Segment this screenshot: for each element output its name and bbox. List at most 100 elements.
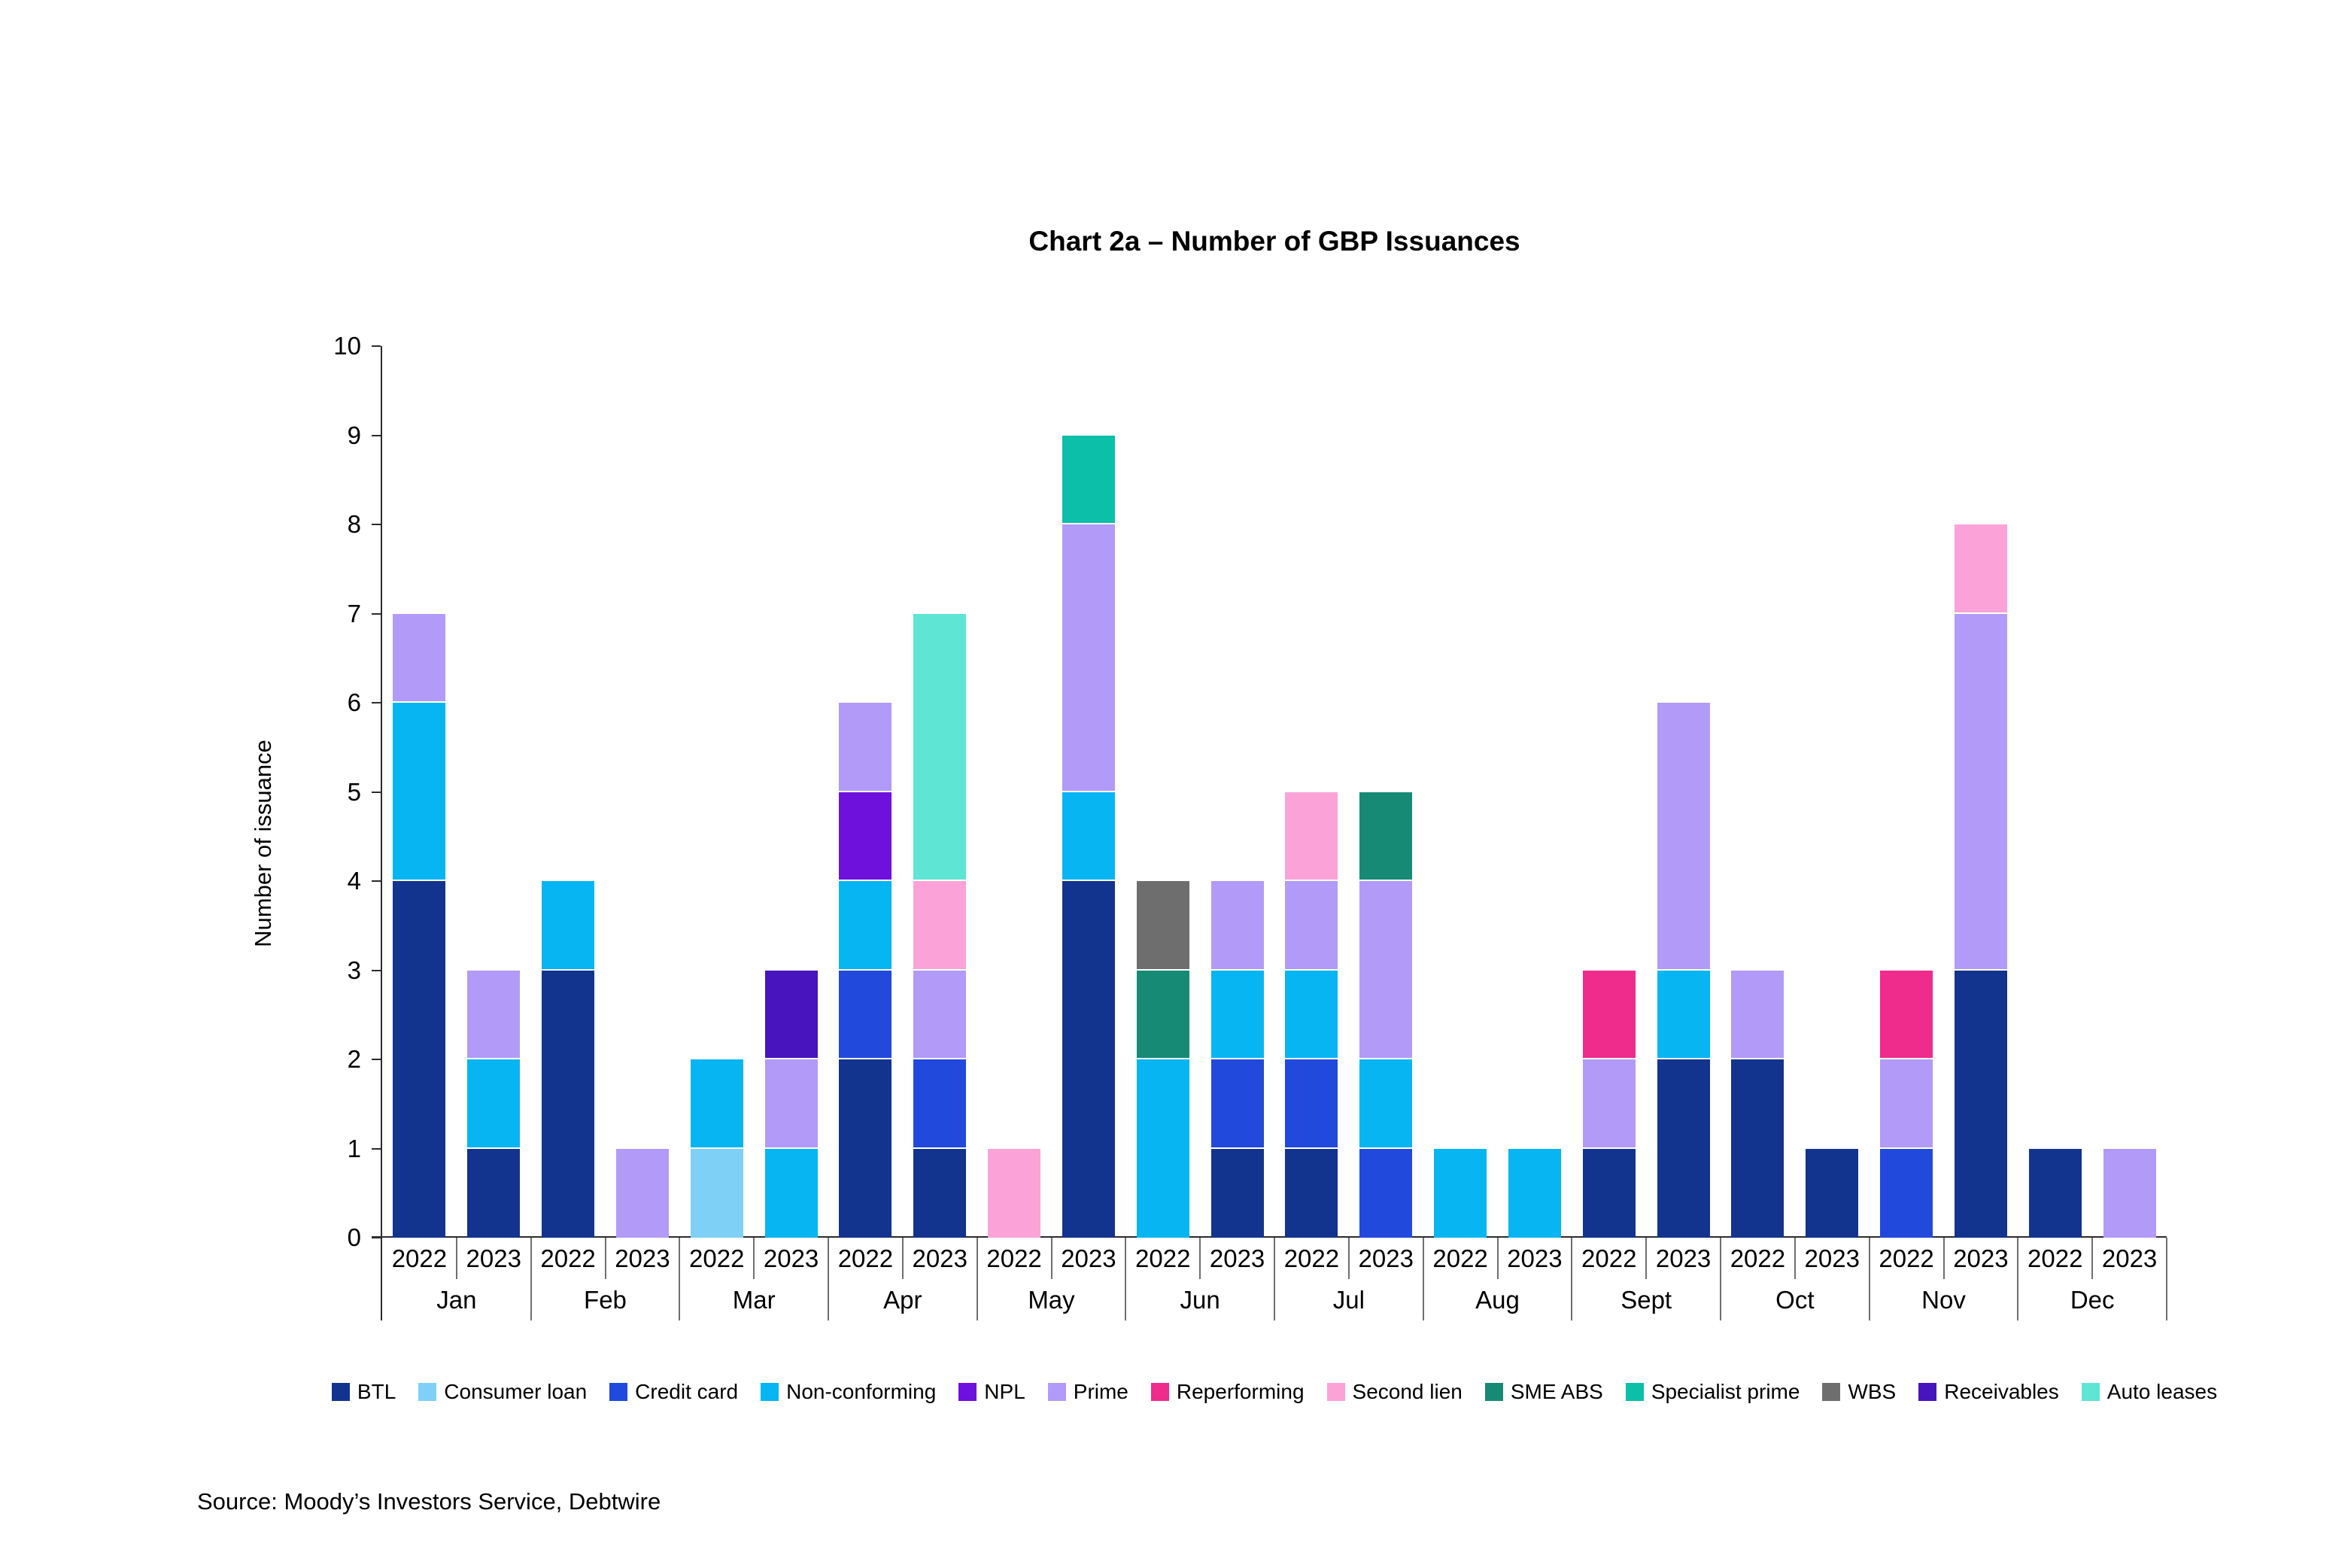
month-label: Sept xyxy=(1620,1286,1672,1314)
month-label: Jun xyxy=(1180,1286,1220,1314)
y-tick-label: 4 xyxy=(347,867,361,895)
year-label: 2022 xyxy=(1283,1244,1340,1272)
bar-segment-non-conforming xyxy=(839,881,892,971)
bar-segment-btl xyxy=(1954,970,2007,1238)
y-tick-label: 1 xyxy=(347,1134,361,1162)
bar-segment-npl xyxy=(839,792,892,881)
month-label: Jan xyxy=(436,1286,477,1314)
y-tick xyxy=(372,1059,381,1060)
bar-segment-btl xyxy=(1731,1059,1785,1238)
month-separator xyxy=(2017,1238,2019,1320)
bar-segment-btl xyxy=(1062,881,1115,1238)
y-tick-label: 8 xyxy=(347,510,361,538)
bar-segment-reperforming xyxy=(1582,970,1636,1059)
month-label: Nov xyxy=(1921,1286,1966,1314)
y-tick-label: 10 xyxy=(333,332,361,360)
month-label: Jul xyxy=(1332,1286,1365,1314)
bar-segment-credit-card xyxy=(913,1059,967,1149)
month-separator xyxy=(1571,1238,1573,1320)
bar-segment-prime xyxy=(615,1148,669,1238)
legend-swatch-icon xyxy=(1150,1383,1169,1401)
legend-label: SME ABS xyxy=(1510,1380,1603,1403)
legend-swatch-icon xyxy=(418,1383,437,1401)
legend-label: Auto leases xyxy=(2106,1380,2218,1403)
bar-segment-sme-abs xyxy=(1359,792,1413,881)
bar-segment-prime xyxy=(1210,881,1264,971)
month-separator xyxy=(2166,1238,2167,1320)
month-separator xyxy=(1720,1238,1721,1320)
legend-item-wbs: WBS xyxy=(1822,1380,1896,1404)
bar-segment-btl xyxy=(913,1148,967,1238)
bar-Dec-2022 xyxy=(2028,1148,2082,1238)
legend-item-sme-abs: SME ABS xyxy=(1484,1380,1603,1404)
y-tick-label: 2 xyxy=(347,1045,361,1073)
year-separator xyxy=(1050,1238,1052,1279)
month-label: Dec xyxy=(2070,1286,2115,1314)
bar-Nov-2023 xyxy=(1954,524,2007,1238)
year-separator xyxy=(1347,1238,1350,1279)
month-separator xyxy=(1422,1238,1424,1320)
bar-segment-prime xyxy=(393,613,446,703)
legend-label: Non-conforming xyxy=(786,1380,937,1403)
y-tick-label: 3 xyxy=(347,956,361,984)
bar-segment-credit-card xyxy=(839,970,892,1059)
bar-segment-btl xyxy=(1582,1148,1636,1238)
bar-segment-second-lien xyxy=(1954,524,2007,614)
bar-May-2023 xyxy=(1062,435,1115,1238)
bar-Feb-2023 xyxy=(615,1148,669,1238)
y-tick xyxy=(372,1147,381,1150)
legend-item-specialist-prime: Specialist prime xyxy=(1625,1380,1800,1404)
bar-segment-non-conforming xyxy=(1657,970,1710,1059)
y-tick xyxy=(372,345,381,347)
bar-segment-consumer-loan xyxy=(690,1148,743,1238)
y-tick-label: 9 xyxy=(347,421,361,449)
year-label: 2023 xyxy=(466,1244,521,1272)
legend-swatch-icon xyxy=(1918,1383,1937,1401)
x-axis-line xyxy=(372,1236,2167,1238)
legend-item-prime: Prime xyxy=(1047,1380,1128,1404)
bar-segment-prime xyxy=(2103,1148,2156,1238)
year-label: 2022 xyxy=(2028,1244,2083,1272)
year-separator xyxy=(1942,1238,1945,1279)
year-label: 2023 xyxy=(1209,1244,1265,1272)
year-label: 2022 xyxy=(1135,1244,1191,1272)
year-label: 2023 xyxy=(1804,1244,1860,1272)
year-label: 2023 xyxy=(763,1244,819,1272)
y-tick xyxy=(372,1237,381,1238)
legend-label: Consumer loan xyxy=(444,1380,588,1403)
legend-item-npl: NPL xyxy=(958,1380,1025,1404)
legend-item-consumer-loan: Consumer loan xyxy=(418,1380,587,1404)
bar-segment-non-conforming xyxy=(1508,1148,1561,1238)
legend-swatch-icon xyxy=(609,1383,628,1401)
year-label: 2023 xyxy=(615,1244,670,1272)
bar-segment-btl xyxy=(1285,1148,1338,1238)
month-separator xyxy=(1274,1238,1275,1320)
bar-Jun-2023 xyxy=(1210,881,1264,1238)
y-tick xyxy=(372,791,381,793)
year-label: 2022 xyxy=(1879,1244,1934,1272)
legend-item-receivables: Receivables xyxy=(1918,1380,2059,1404)
year-separator xyxy=(1496,1238,1499,1279)
bar-segment-prime xyxy=(1954,613,2007,971)
bar-segment-sme-abs xyxy=(1136,970,1189,1059)
month-separator xyxy=(530,1238,532,1320)
year-label: 2022 xyxy=(391,1244,448,1272)
bar-segment-non-conforming xyxy=(1210,970,1264,1059)
y-tick-label: 5 xyxy=(347,777,361,806)
bar-segment-non-conforming xyxy=(393,703,446,881)
y-tick xyxy=(372,969,381,971)
bar-segment-prime xyxy=(1731,970,1785,1059)
legend-swatch-icon xyxy=(761,1383,779,1401)
bar-segment-auto-leases xyxy=(913,613,967,881)
year-label: 2023 xyxy=(912,1244,967,1272)
bar-Feb-2022 xyxy=(542,881,595,1238)
bar-segment-second-lien xyxy=(913,881,967,971)
year-label: 2023 xyxy=(2101,1244,2158,1272)
bar-Apr-2022 xyxy=(839,703,892,1238)
year-label: 2022 xyxy=(689,1244,745,1272)
year-label: 2022 xyxy=(1432,1244,1488,1272)
month-label: Mar xyxy=(732,1286,776,1314)
bar-Sept-2023 xyxy=(1657,703,1710,1238)
legend-swatch-icon xyxy=(331,1383,350,1401)
legend-item-reperforming: Reperforming xyxy=(1150,1380,1305,1404)
